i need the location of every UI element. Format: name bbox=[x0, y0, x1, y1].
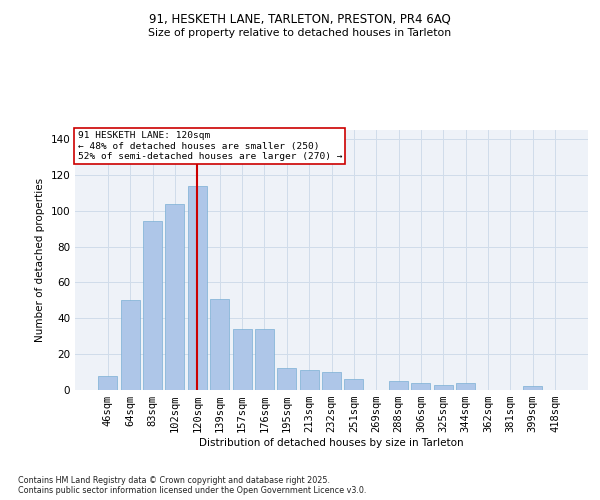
Y-axis label: Number of detached properties: Number of detached properties bbox=[35, 178, 45, 342]
Text: 91, HESKETH LANE, TARLETON, PRESTON, PR4 6AQ: 91, HESKETH LANE, TARLETON, PRESTON, PR4… bbox=[149, 12, 451, 26]
Bar bbox=[143, 222, 162, 390]
Bar bbox=[434, 384, 453, 390]
Bar bbox=[299, 370, 319, 390]
Bar bbox=[456, 383, 475, 390]
Bar bbox=[188, 186, 207, 390]
Bar bbox=[344, 379, 364, 390]
Bar bbox=[255, 329, 274, 390]
Bar bbox=[523, 386, 542, 390]
Bar bbox=[412, 383, 430, 390]
Bar bbox=[121, 300, 140, 390]
Bar bbox=[233, 329, 251, 390]
Bar bbox=[98, 376, 118, 390]
Bar bbox=[277, 368, 296, 390]
Bar bbox=[389, 381, 408, 390]
X-axis label: Distribution of detached houses by size in Tarleton: Distribution of detached houses by size … bbox=[199, 438, 464, 448]
Bar bbox=[210, 298, 229, 390]
Text: Contains HM Land Registry data © Crown copyright and database right 2025.
Contai: Contains HM Land Registry data © Crown c… bbox=[18, 476, 367, 495]
Bar bbox=[166, 204, 184, 390]
Bar bbox=[322, 372, 341, 390]
Text: Size of property relative to detached houses in Tarleton: Size of property relative to detached ho… bbox=[148, 28, 452, 38]
Text: 91 HESKETH LANE: 120sqm
← 48% of detached houses are smaller (250)
52% of semi-d: 91 HESKETH LANE: 120sqm ← 48% of detache… bbox=[77, 132, 342, 161]
